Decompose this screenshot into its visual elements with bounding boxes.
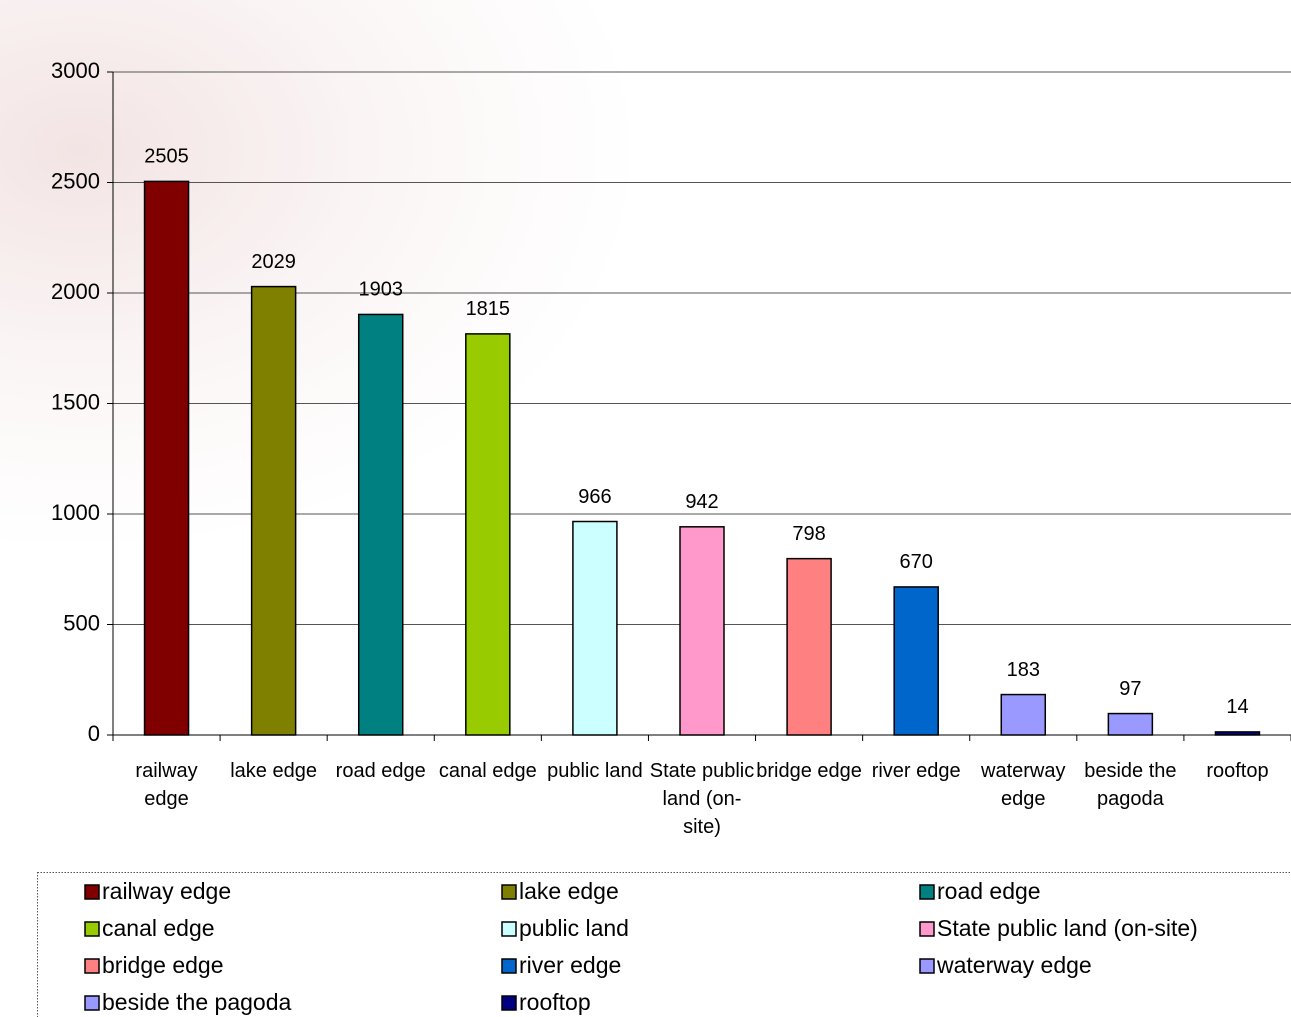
x-tick-label-box: beside the pagoda <box>1084 760 1177 810</box>
bar <box>357 313 404 736</box>
bar <box>1214 731 1261 736</box>
data-label: 670 <box>899 551 932 573</box>
x-tick-label: State public land (on-site) <box>649 760 755 838</box>
x-tick-label-box: lake edge <box>230 760 317 782</box>
data-label: 966 <box>578 486 611 508</box>
x-tick-label: railway edge <box>135 760 198 810</box>
bar <box>1000 693 1047 736</box>
data-label: 1903 <box>358 279 403 301</box>
legend-label: bridge edge <box>102 952 224 978</box>
x-tick-label: public land <box>547 760 643 782</box>
bar <box>786 557 832 736</box>
legend-label: canal edge <box>102 915 215 941</box>
y-tick-label: 2000 <box>51 279 100 304</box>
x-tick-label-box: rooftop <box>1206 760 1269 782</box>
data-label: 183 <box>1007 659 1040 681</box>
legend-label: road edge <box>937 878 1041 904</box>
legend-swatch <box>84 884 100 900</box>
legend-label: rooftop <box>519 989 591 1015</box>
legend-swatch <box>919 958 935 974</box>
x-tick-label: beside the pagoda <box>1084 760 1177 810</box>
legend-swatch <box>84 921 100 937</box>
x-tick-label-box: public land <box>547 760 643 782</box>
bar <box>679 526 725 736</box>
x-tick-label: bridge edge <box>756 760 862 782</box>
bar <box>465 333 511 736</box>
legend-label: railway edge <box>102 878 231 904</box>
x-tick-label-box: river edge <box>871 760 961 782</box>
bar <box>572 520 618 736</box>
bar <box>893 586 939 736</box>
legend-box <box>37 872 1291 1017</box>
y-tick-label: 3000 <box>51 58 100 83</box>
x-tick-label-box: State public land (on-site) <box>649 760 755 838</box>
y-tick-label: 1500 <box>51 389 100 414</box>
legend-swatch <box>919 921 935 937</box>
bar <box>1107 712 1154 736</box>
data-label: 14 <box>1226 696 1248 718</box>
legend-swatch <box>84 995 100 1011</box>
bar <box>250 285 297 736</box>
legend-swatch <box>501 884 517 900</box>
x-tick-label-box: canal edge <box>438 760 537 782</box>
data-label: 2029 <box>251 251 296 273</box>
legend-swatch <box>501 958 517 974</box>
legend-swatch <box>501 995 517 1011</box>
legend-label: lake edge <box>519 878 619 904</box>
y-tick-label: 2500 <box>51 168 100 193</box>
legend-label: river edge <box>519 952 621 978</box>
x-tick-label: river edge <box>871 760 961 782</box>
data-label: 798 <box>792 523 825 545</box>
x-tick-label: waterway edge <box>981 760 1066 810</box>
x-tick-label: canal edge <box>438 760 537 782</box>
y-tick-label: 500 <box>63 610 100 635</box>
data-label: 942 <box>685 491 718 513</box>
data-label: 2505 <box>144 146 189 168</box>
legend-label: State public land (on-site) <box>937 915 1198 941</box>
legend-label: waterway edge <box>936 952 1092 978</box>
x-tick-label: rooftop <box>1206 760 1269 782</box>
x-tick-label-box: railway edge <box>135 760 198 810</box>
legend-label: public land <box>519 915 629 941</box>
data-label: 1815 <box>466 298 511 320</box>
x-tick-label-box: road edge <box>335 760 426 782</box>
x-tick-label: road edge <box>335 760 426 782</box>
x-tick-label: lake edge <box>230 760 317 782</box>
data-label: 97 <box>1119 678 1141 700</box>
legend-swatch <box>84 958 100 974</box>
y-tick-label: 1000 <box>51 500 100 525</box>
bar <box>143 180 190 736</box>
legend-label: beside the pagoda <box>102 989 291 1015</box>
x-tick-label-box: bridge edge <box>756 760 862 782</box>
x-tick-label-box: waterway edge <box>981 760 1066 810</box>
legend-swatch <box>501 921 517 937</box>
legend-swatch <box>919 884 935 900</box>
y-tick-label: 0 <box>88 721 100 746</box>
